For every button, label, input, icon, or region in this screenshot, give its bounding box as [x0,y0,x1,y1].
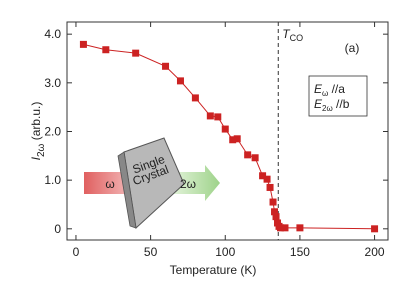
data-point [296,224,304,232]
output-label: 2ω [180,177,196,191]
data-point [176,77,184,85]
data-point [229,136,237,144]
data-point [277,224,285,232]
data-point [214,113,222,121]
x-tick-label: 100 [215,245,235,259]
legend-text: //a [328,82,345,96]
data-point [191,94,199,102]
legend-symbol: E [314,82,323,96]
data-point [266,183,274,191]
y-tick-label: 4.0 [44,27,61,41]
transition-label: TCO [282,27,303,43]
data-point [221,125,229,133]
x-tick-label: 0 [73,245,80,259]
legend-box [308,75,368,117]
data-point [263,175,271,183]
data-point [271,208,279,216]
y-tick-label: 3.0 [44,76,61,90]
input-label: ω [105,177,114,191]
data-point [233,135,241,143]
y-sub: 2ω [36,143,47,157]
legend-symbol: E [314,97,323,111]
x-tick-label: 150 [290,245,310,259]
data-point [79,40,87,48]
y-tick-label: 1.0 [44,173,61,187]
data-point [132,49,140,57]
legend-text: //b [333,97,350,111]
x-tick-label: 50 [144,245,158,259]
y-tick-label: 0 [54,222,61,236]
legend-sub: 2ω [322,104,333,113]
transition-symbol: T [282,27,291,41]
data-point [251,154,259,162]
data-point [102,46,110,54]
data-point [206,112,214,120]
y-axis-label: I2ω (arb.u.) [29,102,47,161]
data-point [244,151,252,159]
transition-sub: CO [290,33,304,43]
panel-label: (a) [345,41,360,55]
y-unit: (arb.u.) [29,102,43,144]
inset: ω Single Crystal 2ω [84,137,220,229]
data-point [259,172,267,180]
data-point [269,198,277,206]
x-tick-label: 200 [365,245,385,259]
y-tick-label: 2.0 [44,124,61,138]
legend-sub: ω [322,89,328,98]
crystal-side [117,151,137,229]
data-point [281,224,289,232]
data-point [371,225,379,233]
data-point [162,62,170,70]
data-point [272,213,280,221]
y-symbol: I [29,156,43,160]
legend-entry: Eω //a [314,82,345,98]
legend-entry: E2ω //b [314,97,350,113]
x-axis-label: Temperature (K) [170,263,257,277]
output-arrow [168,165,220,201]
